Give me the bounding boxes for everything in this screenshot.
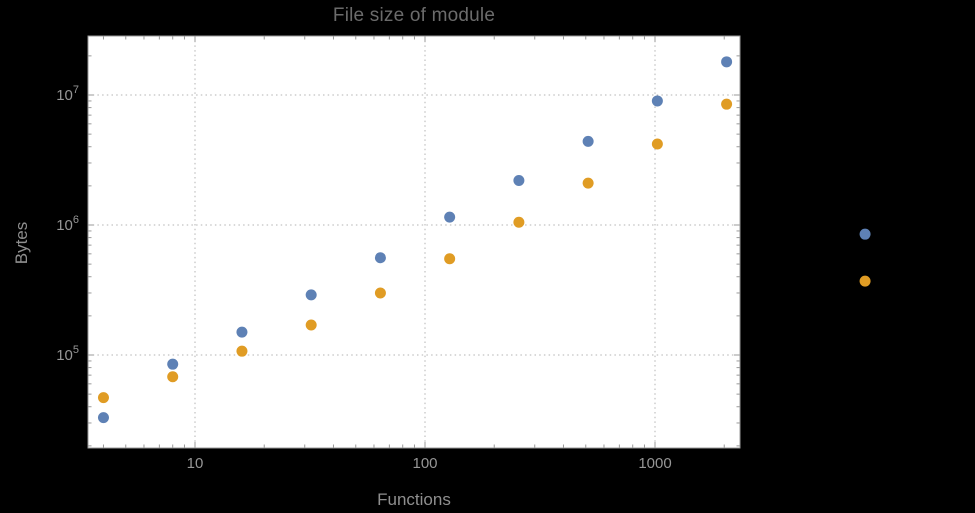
- data-point-orange: [859, 275, 871, 287]
- data-point-orange: [305, 319, 317, 331]
- x-tick-label: 10: [187, 455, 204, 472]
- data-point-blue: [97, 412, 109, 424]
- data-point-orange: [513, 216, 525, 228]
- x-tick-label: 1000: [638, 455, 671, 472]
- data-point-orange: [582, 177, 594, 189]
- data-point-orange: [167, 371, 179, 383]
- data-point-blue: [305, 289, 317, 301]
- data-point-blue: [513, 174, 525, 186]
- x-axis-label: Functions: [377, 490, 451, 509]
- data-point-blue: [582, 135, 594, 147]
- data-point-orange: [97, 392, 109, 404]
- data-point-blue: [444, 211, 456, 223]
- data-point-orange: [374, 287, 386, 299]
- data-point-orange: [721, 98, 733, 110]
- data-point-blue: [374, 252, 386, 264]
- data-point-blue: [236, 326, 248, 338]
- data-point-blue: [167, 358, 179, 370]
- y-tick-label: 107: [56, 84, 79, 104]
- plot-area: [88, 36, 740, 448]
- y-axis-label: Bytes: [12, 221, 31, 265]
- data-point-orange: [236, 345, 248, 357]
- y-tick-label: 106: [56, 214, 79, 234]
- data-point-orange: [651, 138, 663, 150]
- data-point-blue: [651, 95, 663, 107]
- chart-title: File size of module: [332, 5, 496, 26]
- data-point-blue: [859, 228, 871, 240]
- data-point-orange: [444, 253, 456, 265]
- x-tick-label: 100: [412, 455, 437, 472]
- data-point-blue: [721, 56, 733, 68]
- y-tick-label: 105: [56, 344, 79, 364]
